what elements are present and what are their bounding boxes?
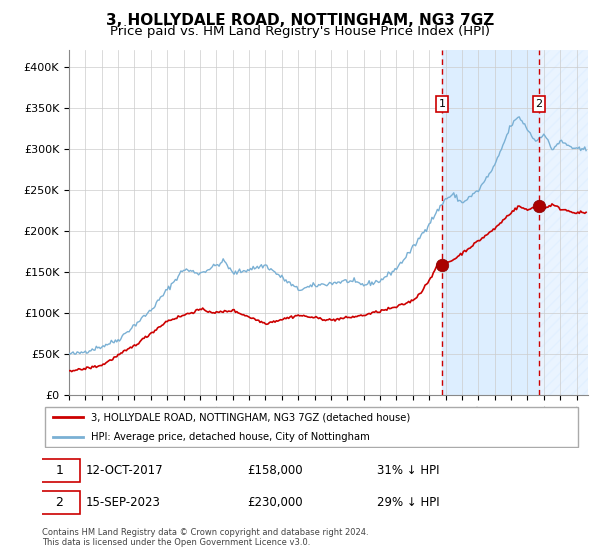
Text: 1: 1 <box>56 464 64 477</box>
Text: £158,000: £158,000 <box>247 464 303 477</box>
FancyBboxPatch shape <box>40 459 80 482</box>
FancyBboxPatch shape <box>40 492 80 514</box>
Text: 2: 2 <box>56 496 64 509</box>
Text: HPI: Average price, detached house, City of Nottingham: HPI: Average price, detached house, City… <box>91 432 370 442</box>
Text: Price paid vs. HM Land Registry's House Price Index (HPI): Price paid vs. HM Land Registry's House … <box>110 25 490 38</box>
Text: 29% ↓ HPI: 29% ↓ HPI <box>377 496 439 509</box>
Text: 31% ↓ HPI: 31% ↓ HPI <box>377 464 439 477</box>
Text: 3, HOLLYDALE ROAD, NOTTINGHAM, NG3 7GZ: 3, HOLLYDALE ROAD, NOTTINGHAM, NG3 7GZ <box>106 13 494 28</box>
Bar <box>539 50 588 395</box>
Bar <box>442 50 539 395</box>
Text: 2: 2 <box>535 99 542 109</box>
Text: 15-SEP-2023: 15-SEP-2023 <box>85 496 160 509</box>
Text: £230,000: £230,000 <box>247 496 303 509</box>
Text: 12-OCT-2017: 12-OCT-2017 <box>85 464 163 477</box>
FancyBboxPatch shape <box>45 407 578 447</box>
Text: Contains HM Land Registry data © Crown copyright and database right 2024.
This d: Contains HM Land Registry data © Crown c… <box>42 528 368 547</box>
Text: 3, HOLLYDALE ROAD, NOTTINGHAM, NG3 7GZ (detached house): 3, HOLLYDALE ROAD, NOTTINGHAM, NG3 7GZ (… <box>91 412 410 422</box>
Text: 1: 1 <box>439 99 446 109</box>
